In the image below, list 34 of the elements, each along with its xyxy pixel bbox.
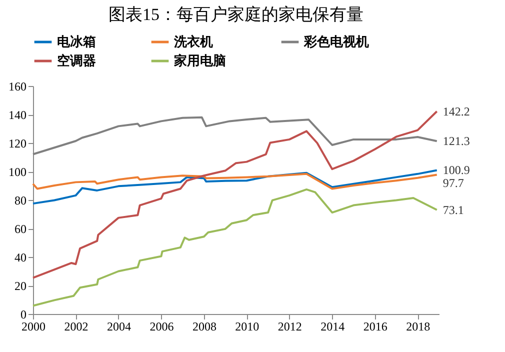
x-tick-label: 2000 [22, 320, 46, 334]
y-tick-label: 80 [14, 194, 26, 208]
line-series [32, 110, 438, 279]
data-label: 121.3 [442, 134, 470, 148]
y-tick-label: 100 [8, 165, 26, 179]
data-label: 142.2 [442, 104, 470, 118]
x-tick-label: 2004 [106, 320, 131, 334]
legend-label: 电冰箱 [57, 34, 96, 49]
legend-label: 彩色电视机 [303, 34, 369, 49]
x-tick-label: 2002 [64, 320, 88, 334]
x-tick-label: 2014 [320, 320, 345, 334]
y-tick-label: 60 [14, 222, 26, 236]
line-series [32, 172, 438, 190]
legend-label: 家用电脑 [173, 53, 226, 68]
line-series [32, 169, 438, 205]
data-label: 97.7 [442, 176, 464, 190]
y-tick-label: 120 [8, 136, 26, 150]
x-tick-label: 2016 [363, 320, 388, 334]
data-label: 100.9 [442, 163, 470, 178]
x-tick-label: 2012 [278, 320, 302, 334]
legend-label: 洗衣机 [173, 34, 213, 49]
y-tick-label: 40 [14, 250, 26, 264]
line-series [32, 188, 438, 307]
x-tick-label: 2010 [235, 320, 260, 334]
x-tick-label: 2008 [192, 320, 216, 334]
x-tick-label: 2006 [150, 320, 174, 334]
data-label: 73.1 [442, 202, 464, 217]
legend-label: 空调器 [57, 53, 96, 68]
y-tick-label: 20 [14, 279, 26, 293]
chart-title: 图表15：每百户家庭的家电保有量 [108, 5, 364, 24]
y-tick-label: 140 [8, 108, 26, 122]
y-tick-label: 160 [8, 80, 26, 94]
y-tick-label: 0 [20, 308, 26, 322]
x-tick-label: 2018 [406, 320, 430, 334]
